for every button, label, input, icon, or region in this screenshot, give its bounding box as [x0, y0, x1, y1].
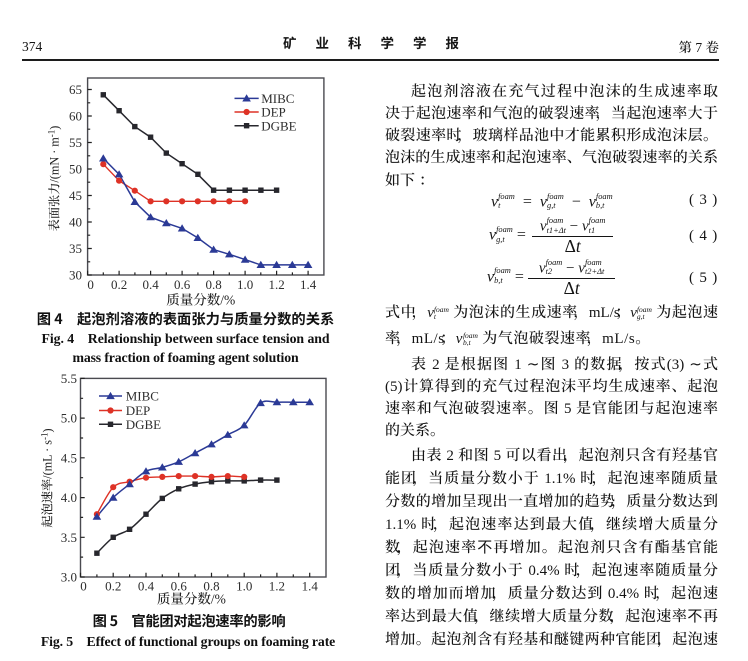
- svg-text:DEP: DEP: [126, 403, 151, 418]
- svg-text:60: 60: [69, 109, 82, 124]
- svg-text:4.0: 4.0: [61, 490, 77, 505]
- svg-text:1.0: 1.0: [237, 277, 253, 292]
- svg-text:1.0: 1.0: [236, 579, 252, 594]
- svg-text:40: 40: [69, 215, 82, 230]
- svg-text:起泡速率/(mL · s-1): 起泡速率/(mL · s-1): [40, 428, 55, 527]
- svg-text:1.4: 1.4: [300, 277, 317, 292]
- svg-text:3.0: 3.0: [61, 570, 77, 585]
- svg-text:1.2: 1.2: [269, 579, 285, 594]
- svg-text:4.5: 4.5: [61, 450, 77, 465]
- svg-text:0.2: 0.2: [105, 579, 121, 594]
- svg-text:3.5: 3.5: [61, 530, 77, 545]
- svg-text:0.8: 0.8: [205, 277, 221, 292]
- svg-text:DEP: DEP: [261, 105, 286, 120]
- svg-text:DGBE: DGBE: [261, 118, 296, 133]
- svg-text:0.4: 0.4: [142, 277, 159, 292]
- svg-text:5.5: 5.5: [61, 372, 77, 386]
- svg-text:质量分数/%: 质量分数/%: [157, 592, 226, 607]
- svg-text:1.4: 1.4: [302, 579, 319, 594]
- svg-text:质量分数/%: 质量分数/%: [166, 293, 235, 308]
- svg-text:30: 30: [69, 268, 82, 283]
- svg-text:0.6: 0.6: [174, 277, 191, 292]
- svg-text:1.2: 1.2: [268, 277, 284, 292]
- svg-text:0.6: 0.6: [171, 579, 188, 594]
- svg-text:50: 50: [69, 162, 82, 177]
- svg-text:MIBC: MIBC: [261, 91, 294, 106]
- svg-text:MIBC: MIBC: [126, 389, 159, 404]
- svg-text:0.4: 0.4: [138, 579, 155, 594]
- svg-text:DGBE: DGBE: [126, 417, 161, 432]
- svg-text:5.0: 5.0: [61, 411, 77, 426]
- svg-text:0.2: 0.2: [111, 277, 127, 292]
- svg-text:65: 65: [69, 82, 82, 97]
- svg-text:35: 35: [69, 241, 82, 256]
- svg-text:表面张力/(mN · m-1): 表面张力/(mN · m-1): [47, 126, 62, 232]
- svg-text:0: 0: [80, 579, 87, 594]
- svg-text:45: 45: [69, 188, 82, 203]
- svg-text:0.8: 0.8: [203, 579, 219, 594]
- svg-text:55: 55: [69, 135, 82, 150]
- svg-text:0: 0: [87, 277, 94, 292]
